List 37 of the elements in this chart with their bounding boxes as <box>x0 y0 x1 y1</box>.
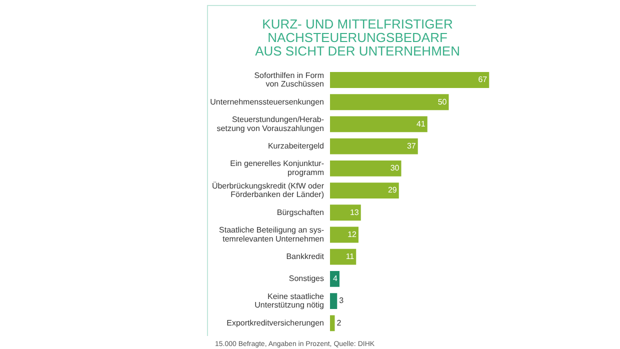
y-tick-label: Bürgschaften <box>276 208 324 217</box>
bar <box>330 116 428 132</box>
bar <box>330 248 356 265</box>
data-label: 67 <box>478 75 488 84</box>
bar <box>330 182 399 198</box>
y-tick-label: Ein generelles Konjunktur- programm <box>230 159 324 178</box>
data-label: 4 <box>333 274 338 284</box>
y-tick-label: Kurzabeitergeld <box>268 142 324 151</box>
y-tick-label: Bankkredit <box>286 252 325 262</box>
bar <box>330 94 449 110</box>
data-label: 30 <box>390 164 400 173</box>
y-tick-label: Überbrückungskredit (KfW oder Förderbanken der Länder) <box>212 181 324 200</box>
y-tick-label: Exportkreditversicherungen <box>226 318 324 328</box>
bar <box>330 315 335 332</box>
bar <box>330 160 402 176</box>
y-tick-label: Soforthilfen in Form von Zuschüssen <box>254 70 324 89</box>
bar <box>330 72 490 88</box>
bar <box>330 204 361 221</box>
data-label: 11 <box>346 252 355 262</box>
data-label: 2 <box>336 318 342 328</box>
data-label: 41 <box>416 119 426 128</box>
y-tick-label: Sonstiges <box>288 274 324 284</box>
chart-title: KURZ- UND MITTELFRISTIGER NACHSTEUERUNGSBEDARF AUS SICHT DER UNTERNEHMEN <box>255 16 460 59</box>
data-label: 13 <box>350 208 360 217</box>
data-label: 29 <box>388 186 398 195</box>
bar <box>330 226 358 243</box>
y-tick-label: Staatliche Beteiligung an sys- temrelevanten Unternehmen <box>219 226 324 244</box>
data-label: 37 <box>406 142 416 151</box>
data-label: 50 <box>438 97 448 106</box>
y-tick-label: Keine staatliche Unterstützung nötig <box>254 292 325 310</box>
data-label: 12 <box>348 230 358 239</box>
bar <box>330 138 418 154</box>
bar <box>330 293 338 309</box>
y-tick-label: Unternehmenssteuersenkungen <box>210 97 324 106</box>
data-label: 3 <box>339 296 344 306</box>
bar <box>330 270 340 287</box>
y-tick-label: Steuerstundungen/Herab- setzung von Vorauszahlungen <box>216 115 324 133</box>
